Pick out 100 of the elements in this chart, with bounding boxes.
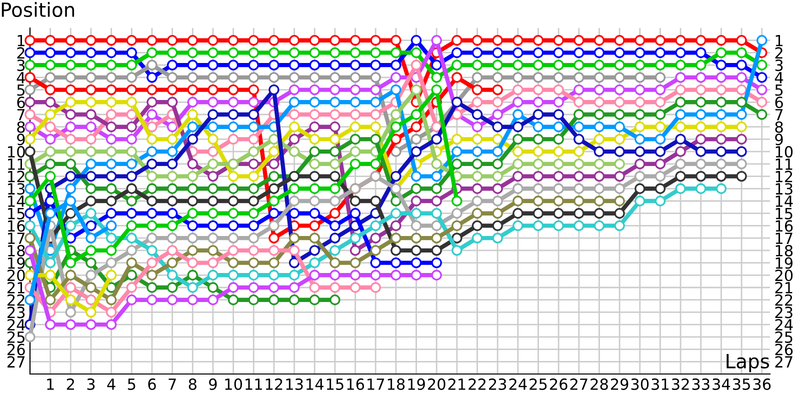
point [472, 60, 483, 70]
point [106, 220, 117, 232]
point [166, 270, 178, 280]
point [675, 183, 686, 194]
point [146, 232, 158, 244]
point [675, 72, 686, 83]
point [330, 47, 340, 58]
point [309, 158, 320, 170]
point [614, 183, 625, 194]
point [187, 35, 198, 46]
point [350, 208, 361, 219]
point [44, 170, 56, 182]
y2-tick-label: 26 [775, 344, 793, 356]
point [24, 47, 36, 58]
point [330, 196, 340, 206]
point [208, 208, 218, 219]
point [65, 294, 76, 306]
y-tick-label: 13 [8, 183, 25, 195]
point [126, 196, 137, 206]
point [696, 60, 706, 70]
point [86, 146, 96, 157]
point [532, 96, 544, 108]
point [106, 72, 117, 83]
point [716, 72, 727, 83]
point [187, 270, 198, 280]
point [44, 122, 56, 132]
x-tick-label: 7 [168, 378, 176, 390]
point [228, 294, 239, 306]
point [288, 294, 300, 306]
point [187, 122, 198, 132]
point [716, 47, 727, 58]
point [675, 122, 686, 132]
y-tick-label: 7 [17, 109, 25, 120]
point [126, 35, 137, 46]
point [24, 220, 36, 232]
y2-tick-label: 16 [776, 220, 793, 232]
point [654, 122, 666, 132]
point [288, 96, 300, 108]
point [553, 109, 564, 120]
point [208, 257, 218, 268]
point [410, 170, 422, 182]
point [492, 196, 503, 206]
point [126, 282, 137, 293]
point [86, 109, 96, 120]
point [228, 84, 239, 96]
point [410, 47, 422, 58]
point [208, 35, 218, 46]
point [370, 122, 381, 132]
point [492, 96, 503, 108]
point [736, 84, 747, 96]
point [187, 294, 198, 306]
point [106, 306, 117, 318]
x-tick-label: 9 [209, 378, 217, 390]
point [268, 282, 280, 293]
point [330, 84, 340, 96]
point [166, 47, 178, 58]
point [472, 134, 483, 145]
point [126, 84, 137, 96]
point [208, 122, 218, 132]
point [654, 134, 666, 145]
point [594, 109, 605, 120]
point [472, 220, 483, 232]
point [350, 109, 361, 120]
point [187, 208, 198, 219]
y2-tick-label: 21 [775, 282, 792, 294]
point [166, 257, 178, 268]
point [86, 208, 96, 219]
x-tick-label: 29 [610, 378, 628, 390]
point [634, 196, 646, 206]
point [309, 170, 320, 182]
x-tick-label: 27 [570, 378, 588, 390]
point [594, 35, 605, 46]
point [146, 96, 158, 108]
point [431, 134, 442, 145]
y2-tick-label: 8 [775, 121, 783, 133]
point [410, 257, 422, 268]
point [288, 109, 300, 120]
point [634, 35, 646, 46]
point [410, 220, 422, 232]
y-tick-label: 2 [17, 47, 24, 59]
point [126, 232, 137, 244]
point [390, 60, 402, 70]
point [675, 96, 686, 108]
point [390, 196, 402, 206]
point [431, 220, 442, 232]
x-tick-label: 25 [530, 378, 547, 390]
point [532, 146, 544, 157]
point [431, 72, 442, 83]
point [288, 84, 300, 96]
x-tick-label: 14 [306, 378, 324, 390]
point [166, 183, 178, 194]
point [410, 84, 422, 96]
y-tick-label: 24 [8, 319, 25, 330]
point [370, 96, 381, 108]
point [553, 72, 564, 83]
point [187, 183, 198, 194]
point [431, 35, 442, 46]
point [106, 183, 117, 194]
point [370, 134, 381, 145]
point [716, 35, 727, 46]
